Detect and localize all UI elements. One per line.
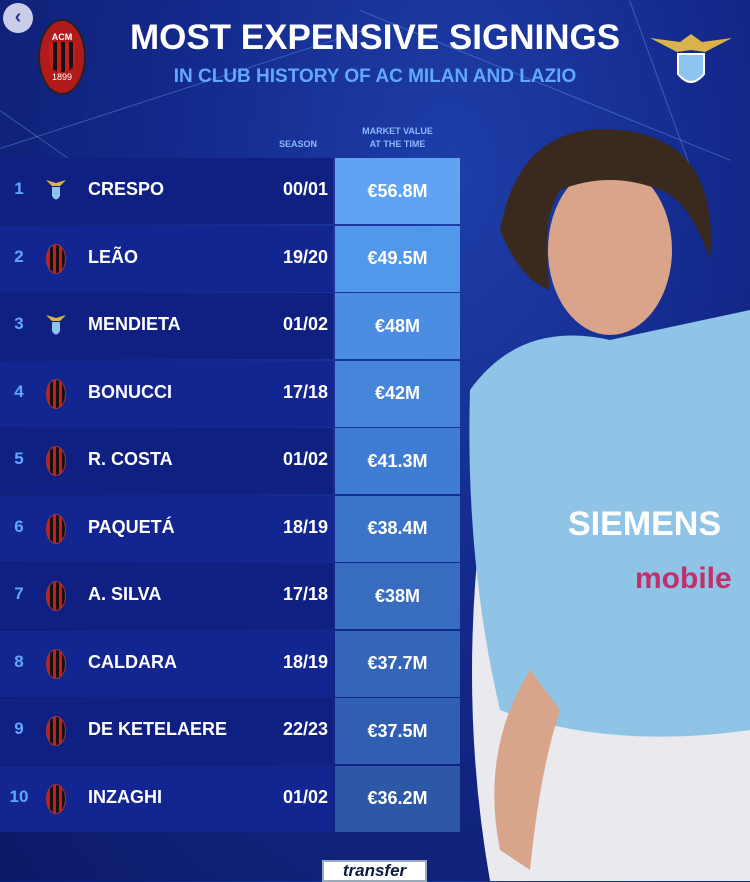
rank: 10 [9,786,29,806]
player-name: CRESPO [88,179,165,199]
ac-milan-crest-icon [46,783,66,814]
market-value: €49.5M [335,225,460,292]
table-row: 8 CALDARA 18/19 €37.7M [0,630,460,697]
rank: 3 [14,314,24,333]
ac-milan-crest-icon [46,446,66,476]
market-value-header-line2: AT THE TIME [369,139,426,149]
season: 17/18 [282,584,328,604]
player-name: MENDIETA [88,314,181,334]
table-row: 7 A. SILVA 17/18 €38M [0,563,460,629]
ac-milan-crest-icon [46,716,66,746]
player-name: LEÃO [88,246,139,267]
season: 19/20 [282,246,328,267]
rank: 5 [14,449,24,468]
table-row: 6 PAQUETÁ 18/19 €38.4M [0,495,460,562]
table-row: 2 LEÃO 19/20 €49.5M [0,225,460,292]
page-title: MOST EXPENSIVE SIGNINGS [129,18,621,57]
lazio-logo [650,34,732,83]
market-value: €36.2M [335,765,460,832]
back-button[interactable]: ‹ [3,3,33,33]
market-value: €38.4M [335,495,460,562]
rank: 2 [14,246,24,266]
table-row: 9 DE KETELAERE 22/23 €37.5M [0,698,460,764]
rank: 1 [14,179,24,198]
season: 01/02 [282,449,328,469]
market-value: €38M [335,563,460,629]
season: 18/19 [282,651,328,672]
lazio-crest-icon [46,315,66,335]
season: 00/01 [282,179,328,199]
player-name: BONUCCI [88,381,172,402]
market-value: €37.5M [335,698,460,764]
shirt-sponsor-line1: SIEMENS [568,505,721,543]
table-row: 5 R. COSTA 01/02 €41.3M [0,428,460,494]
chevron-left-icon: ‹ [14,6,22,28]
rank: 8 [14,651,24,671]
ac-milan-crest-icon [46,378,66,409]
transfermarkt-logo: transfer [322,860,427,882]
table-row: 4 BONUCCI 17/18 €42M [0,360,460,427]
ac-milan-crest-icon [46,581,66,611]
season: 22/23 [282,719,328,739]
market-value: €48M [335,293,460,359]
season: 01/02 [282,314,328,334]
market-value: €41.3M [335,428,460,494]
rank: 9 [14,719,24,738]
player-name: R. COSTA [88,449,173,469]
ac-milan-crest-icon [46,648,66,679]
ac-milan-logo: ACM 1899 [38,19,86,95]
table-row: 10 INZAGHI 01/02 €36.2M [0,765,460,832]
lazio-crest-icon [46,180,66,200]
season: 17/18 [282,381,328,402]
season: 18/19 [282,516,328,537]
season-column-header: SEASON [278,139,317,149]
player-name: A. SILVA [88,584,162,604]
table-row: 3 MENDIETA 01/02 €48M [0,293,460,359]
market-value: €37.7M [335,630,460,697]
shirt-sponsor-line2: mobile [635,562,732,595]
rank: 6 [14,516,24,536]
player-name: DE KETELAERE [88,719,228,739]
player-name: PAQUETÁ [88,516,175,537]
ac-milan-crest-icon [46,513,66,544]
season: 01/02 [282,786,328,807]
player-name: CALDARA [88,651,177,672]
market-value-header-line1: MARKET VALUE [362,126,433,136]
player-photo: SIEMENS mobile [469,129,750,881]
player-name: INZAGHI [88,786,162,807]
market-value: €42M [335,360,460,427]
rank: 4 [14,381,24,401]
page-subtitle: IN CLUB HISTORY OF AC MILAN AND LAZIO [173,66,577,87]
ac-milan-crest-icon [46,243,66,274]
table-row: 1 CRESPO 00/01 €56.8M [0,158,460,224]
rank: 7 [14,584,24,603]
market-value: €56.8M [335,158,460,224]
